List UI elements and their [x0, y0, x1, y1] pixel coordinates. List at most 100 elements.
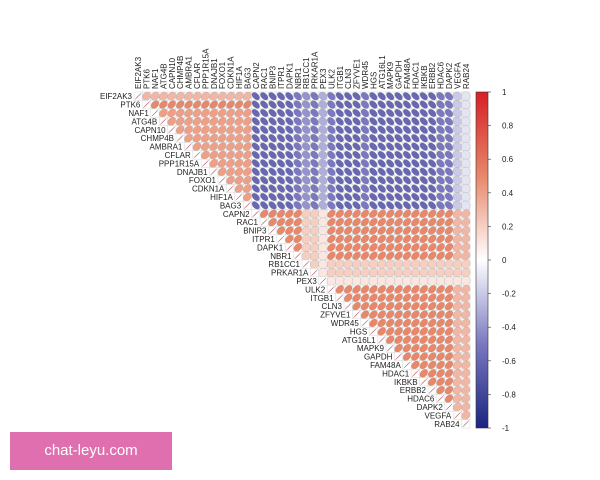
ellipse — [335, 276, 345, 286]
row-label: ULK2 — [305, 285, 326, 294]
ellipse — [444, 369, 454, 378]
ellipse — [369, 293, 378, 302]
ellipse — [293, 159, 302, 168]
ellipse — [268, 134, 277, 143]
ellipse — [386, 193, 395, 201]
ellipse — [293, 218, 302, 227]
ellipse — [226, 125, 235, 135]
ellipse — [461, 217, 471, 227]
ellipse — [192, 142, 202, 151]
ellipse — [327, 150, 336, 160]
ellipse — [411, 251, 420, 260]
ellipse — [285, 226, 294, 235]
ellipse — [428, 344, 437, 353]
ellipse — [437, 395, 444, 402]
ellipse — [436, 234, 445, 244]
ellipse — [302, 260, 310, 268]
ellipse — [327, 192, 336, 202]
ellipse — [386, 318, 395, 328]
ellipse — [251, 100, 260, 109]
ellipse — [310, 234, 320, 244]
row-label: WDR45 — [331, 319, 360, 328]
ellipse — [386, 151, 395, 159]
row-label: ITGB1 — [310, 294, 334, 303]
ellipse — [285, 193, 294, 201]
ellipse — [352, 243, 361, 252]
ellipse — [452, 276, 463, 286]
ellipse — [192, 117, 202, 126]
ellipse — [344, 243, 353, 252]
ellipse — [175, 91, 185, 101]
ellipse — [444, 226, 454, 235]
column-label: ATG16L1 — [378, 55, 387, 89]
column-label: NAF1 — [151, 68, 160, 89]
ellipse — [402, 259, 412, 269]
ellipse — [436, 243, 445, 252]
ellipse — [377, 100, 386, 109]
ellipse — [394, 234, 403, 244]
ellipse — [444, 167, 454, 176]
ellipse — [368, 268, 378, 278]
ellipse — [352, 268, 362, 278]
ellipse — [428, 377, 437, 386]
ellipse — [386, 117, 395, 126]
ellipse — [327, 234, 336, 244]
ellipse — [344, 209, 353, 218]
column-label: CHMP4B — [176, 56, 185, 89]
row-label: HGS — [350, 327, 367, 336]
ellipse — [327, 92, 336, 101]
ellipse — [251, 151, 260, 159]
ellipse — [461, 259, 471, 269]
ellipse — [234, 133, 244, 143]
ellipse — [327, 100, 336, 109]
ellipse — [336, 294, 344, 302]
ellipse — [377, 159, 386, 168]
ellipse — [386, 184, 395, 193]
ellipse — [301, 150, 311, 160]
ellipse — [454, 412, 461, 419]
ellipse — [335, 251, 344, 260]
ellipse — [335, 109, 344, 117]
row-label: RB1CC1 — [268, 260, 300, 269]
ellipse — [386, 209, 395, 218]
ellipse — [243, 159, 252, 168]
ellipse — [268, 193, 277, 201]
ellipse — [252, 210, 260, 218]
ellipse — [444, 259, 454, 269]
ellipse — [185, 143, 192, 150]
ellipse — [386, 92, 395, 101]
ellipse — [419, 352, 428, 361]
ellipse — [378, 336, 386, 344]
ellipse — [360, 92, 370, 101]
ellipse — [344, 142, 353, 151]
ellipse — [394, 167, 403, 176]
ellipse — [344, 201, 353, 210]
ellipse — [369, 193, 378, 201]
ellipse — [268, 167, 277, 176]
ellipse — [209, 150, 219, 160]
ellipse — [444, 318, 454, 328]
ellipse — [352, 226, 361, 235]
ellipse — [444, 268, 454, 278]
ellipse — [277, 184, 285, 193]
ellipse — [462, 420, 470, 428]
ellipse — [403, 184, 411, 193]
ellipse — [369, 167, 378, 176]
ellipse — [318, 91, 328, 101]
ellipse — [335, 234, 344, 244]
ellipse — [436, 352, 445, 361]
ellipse — [326, 268, 336, 278]
ellipse — [461, 116, 471, 127]
ellipse — [436, 377, 445, 386]
ellipse — [428, 209, 437, 218]
ellipse — [344, 125, 353, 134]
ellipse — [293, 92, 302, 101]
ellipse — [453, 234, 462, 244]
ellipse — [436, 386, 445, 395]
column-label: CAPN2 — [252, 62, 261, 89]
ellipse — [411, 142, 420, 151]
ellipse — [260, 142, 269, 151]
ellipse — [328, 286, 335, 293]
ellipse — [461, 377, 471, 387]
ellipse — [377, 234, 386, 244]
